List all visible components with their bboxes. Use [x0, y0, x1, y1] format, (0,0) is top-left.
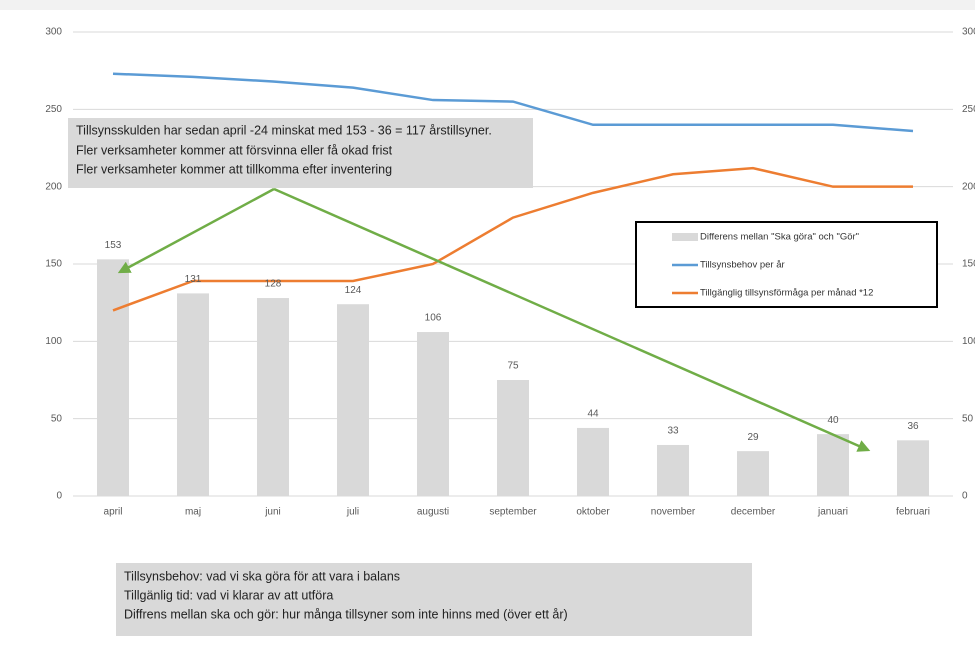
legend-label: Tillsynsbehov per år	[700, 260, 785, 271]
annotation-top: Tillsynsskulden har sedan april -24 mins…	[68, 118, 533, 188]
y-tick-label: 200	[45, 181, 62, 192]
x-tick-label: december	[731, 507, 776, 518]
data-label: 33	[667, 426, 679, 437]
data-label: 124	[345, 285, 362, 296]
annotation-line: Fler verksamheter kommer att försvinna e…	[76, 143, 393, 157]
x-tick-label: augusti	[417, 507, 449, 518]
data-label: 40	[827, 415, 839, 426]
bar	[897, 440, 929, 496]
bar	[497, 380, 529, 496]
x-tick-label: juli	[346, 507, 359, 518]
bar	[417, 332, 449, 496]
y-tick-label: 50	[51, 413, 63, 424]
x-tick-label: april	[104, 507, 123, 518]
data-label: 75	[507, 361, 519, 372]
annotation-line: Tillgänlig tid: vad vi klarar av att utf…	[124, 588, 333, 602]
data-label: 106	[425, 313, 442, 324]
x-tick-label: september	[489, 507, 537, 518]
data-label: 128	[265, 279, 282, 290]
y2-tick-label: 300	[962, 27, 975, 38]
x-tick-label: februari	[896, 507, 930, 518]
annotation-bottom: Tillsynsbehov: vad vi ska göra för att v…	[116, 563, 752, 636]
y-tick-label: 0	[56, 491, 62, 502]
y2-tick-label: 150	[962, 259, 975, 270]
bar	[177, 293, 209, 496]
y-tick-label: 250	[45, 104, 62, 115]
legend-swatch	[672, 233, 698, 241]
annotation-box	[116, 563, 752, 636]
x-tick-label: januari	[817, 507, 848, 518]
bar	[657, 444, 689, 496]
arrow	[273, 187, 871, 452]
line	[112, 166, 913, 312]
arrow	[117, 187, 275, 274]
bar	[257, 298, 289, 496]
bar	[97, 259, 129, 496]
x-tick-label: november	[651, 507, 696, 518]
y-tick-label: 150	[45, 259, 62, 270]
y-tick-label: 300	[45, 27, 62, 38]
annotation-line: Fler verksamheter kommer att tillkomma e…	[76, 162, 392, 176]
x-tick-label: juni	[264, 507, 281, 518]
data-label: 153	[105, 240, 122, 251]
annotation-line: Tillsynsskulden har sedan april -24 mins…	[76, 123, 492, 137]
bar	[817, 434, 849, 496]
data-label: 29	[747, 432, 759, 443]
bar	[737, 451, 769, 496]
annotation-line: Diffrens mellan ska och gör: hur många t…	[124, 607, 568, 621]
y2-tick-label: 0	[962, 491, 968, 502]
y2-tick-label: 100	[962, 336, 975, 347]
annotation-line: Tillsynsbehov: vad vi ska göra för att v…	[124, 569, 400, 583]
legend: Differens mellan "Ska göra" och "Gör" Til…	[635, 221, 938, 308]
y-tick-label: 100	[45, 336, 62, 347]
arrows	[117, 187, 871, 452]
data-label: 131	[185, 274, 202, 285]
line	[112, 72, 914, 133]
top-strip	[0, 0, 975, 10]
annotation-box	[68, 118, 533, 188]
x-tick-label: maj	[185, 507, 201, 518]
y2-tick-label: 250	[962, 104, 975, 115]
y2-tick-label: 200	[962, 181, 975, 192]
data-label: 44	[587, 409, 599, 420]
x-tick-label: oktober	[576, 507, 610, 518]
y2-tick-label: 50	[962, 413, 974, 424]
data-label: 36	[907, 421, 919, 432]
bar	[577, 427, 609, 496]
bar	[337, 304, 369, 496]
legend-label: Tillgänglig tillsynsförmåga per månad *1…	[700, 288, 873, 299]
legend-label: Differens mellan "Ska göra" och "Gör"	[700, 232, 859, 243]
